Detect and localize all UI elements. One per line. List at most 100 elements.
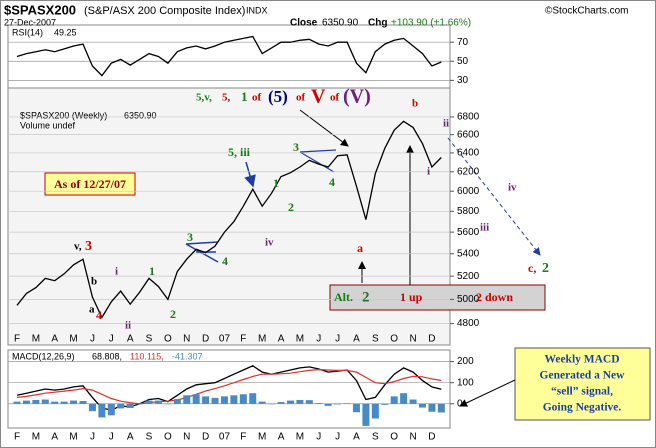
histogram-bar [79, 401, 87, 404]
callout-line: “sell” signal, [551, 386, 613, 398]
histogram-bar [239, 394, 247, 404]
x-tick-label: J [90, 432, 95, 443]
x-tick-label: M [69, 334, 77, 345]
chg-label: Chg [368, 18, 387, 29]
wave-label: ii [125, 320, 131, 332]
alt-label: Alt. [334, 290, 353, 304]
wave-label: 2 [288, 200, 294, 214]
y-tick-label: 6600 [457, 129, 480, 140]
histogram-bar [211, 397, 219, 404]
histogram-bar [183, 395, 191, 404]
y-tick-label: 5600 [457, 227, 480, 238]
x-tick-label: D [428, 334, 435, 345]
wave-label: b [412, 98, 418, 110]
wave-label: iii [480, 222, 489, 234]
histogram-bar [164, 403, 172, 405]
histogram-bar [381, 403, 389, 405]
as-of: As of 12/27/07 [54, 177, 126, 191]
x-tick-label: A [51, 432, 58, 443]
x-tick-label: A [353, 334, 360, 345]
wave-label: c, [528, 261, 536, 275]
wave-label: i [115, 266, 118, 278]
x-tick-label: M [32, 334, 40, 345]
callout-box [514, 347, 651, 421]
series-line [16, 365, 442, 411]
wave-label: iv [265, 237, 274, 249]
wave-title: of [330, 92, 340, 104]
x-tick-label: M [258, 432, 266, 443]
macd-legend-value: 68.808, [92, 351, 122, 361]
x-tick-label: N [409, 334, 416, 345]
wave-title: (5) [268, 87, 288, 106]
price-legend-value: 6350.90 [124, 110, 157, 120]
histogram-bar [60, 401, 68, 404]
wave-label: b [91, 276, 97, 288]
histogram-bar [230, 395, 238, 404]
histogram-bar [390, 396, 398, 404]
as-of-box [44, 172, 136, 196]
histogram-bar [437, 403, 445, 413]
wave-title: (V) [343, 86, 371, 108]
y-tick-label: 70 [457, 37, 469, 48]
date: 27-Dec-2007 [4, 17, 56, 27]
callout-line: Weekly MACD [544, 354, 619, 366]
x-tick-label: S [372, 432, 379, 443]
histogram-bar [352, 403, 360, 413]
symbol: $SPASX200 [4, 2, 76, 17]
histogram-bar [268, 403, 276, 405]
x-tick-label: F [240, 334, 246, 345]
wave-label: 3 [293, 140, 299, 154]
x-tick-label: F [14, 432, 20, 443]
alt-box [329, 284, 546, 311]
wave-label: 3 [187, 230, 193, 244]
histogram-bar [418, 403, 426, 408]
histogram-bar [343, 403, 351, 404]
source: ©StockCharts.com [545, 6, 629, 17]
x-tick-label: M [258, 334, 266, 345]
y-tick-label: 5800 [457, 206, 480, 217]
wave-label: 2 [170, 307, 176, 321]
wave-label: v, [74, 241, 82, 253]
y-tick-label: 5200 [457, 271, 480, 282]
x-tick-label: A [353, 432, 360, 443]
triangle [299, 149, 337, 173]
x-tick-label: D [202, 334, 209, 345]
histogram-bar [117, 403, 125, 409]
wave-title: V [311, 86, 326, 108]
x-tick-label: S [372, 334, 379, 345]
rsi-legend-value: 49.25 [54, 27, 77, 37]
x-tick-label: J [109, 334, 114, 345]
wave-label: i [427, 166, 430, 178]
macd-legend: MACD(12,26,9) [12, 351, 75, 361]
alt-label: 2 [362, 289, 370, 305]
volume-note: Volume undef [20, 120, 76, 130]
series-line [16, 368, 442, 405]
x-tick-label: N [183, 432, 190, 443]
histogram-bar [409, 399, 417, 404]
y-tick-label: 6000 [457, 186, 480, 197]
x-tick-label: A [278, 432, 285, 443]
histogram-bar [371, 403, 379, 419]
histogram-bar [51, 401, 59, 404]
rsi-legend: RSI(14) [12, 27, 43, 37]
y-tick-label: 5400 [457, 248, 480, 259]
close-label: Close [290, 18, 318, 29]
arrow [459, 379, 516, 407]
histogram-bar [334, 403, 342, 405]
wave-title: of [296, 92, 306, 104]
y-tick-label: 4800 [457, 318, 480, 329]
wave-label: 3 [85, 239, 92, 254]
x-tick-label: M [69, 432, 77, 443]
histogram-bar [154, 400, 162, 404]
wave-label: 4 [222, 254, 228, 268]
histogram-bar [107, 403, 115, 416]
wave-title: of [252, 92, 262, 104]
x-tick-label: J [335, 432, 340, 443]
wave-label: 2 [542, 261, 549, 276]
x-tick-label: S [146, 334, 153, 345]
chg: +103.90 (+1.66%) [391, 18, 471, 29]
callout-line: Going Negative. [543, 402, 622, 414]
wave-label: 5, iii [228, 145, 251, 159]
series-line [16, 120, 442, 319]
